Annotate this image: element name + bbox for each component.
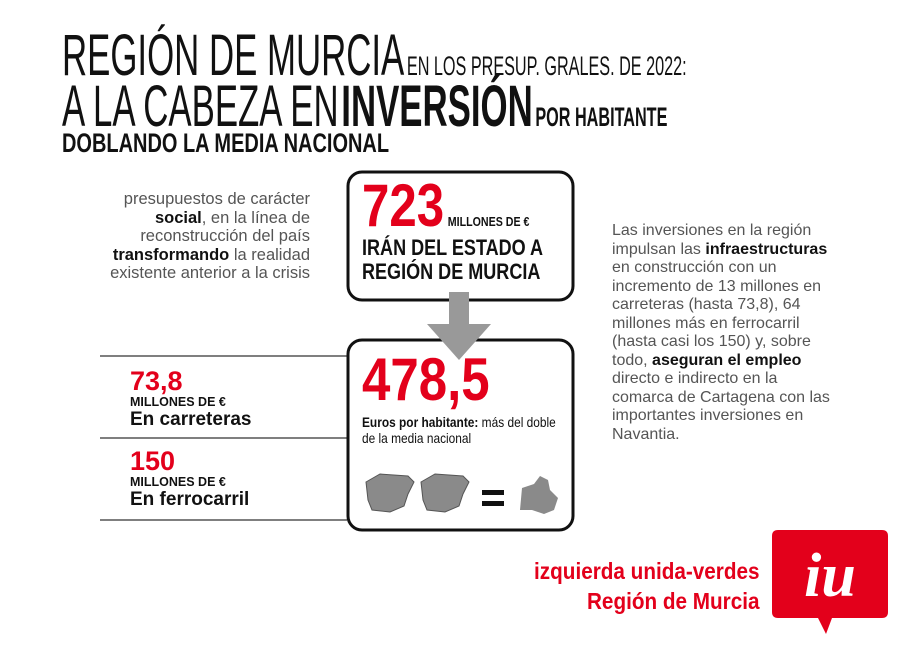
details-text: en construcción con un incremento de 13 …	[612, 259, 822, 369]
intro-bold: transformando	[112, 245, 230, 264]
stat-label: En carreteras	[130, 409, 252, 430]
title-line: REGIÓN DE MURCIA EN LOS PRESUP. GRALES. …	[62, 27, 687, 85]
title-sub: EN LOS PRESUP. GRALES. DE 2022:	[406, 51, 687, 81]
title-line: A LA CABEZA EN INVERSIÓN POR HABITANTE	[62, 78, 667, 136]
stat-unit: MILLONES DE €	[130, 475, 226, 489]
intro-text: la realidad existente anterior a la cris…	[110, 245, 310, 283]
equals-sign	[482, 501, 504, 506]
footer-region: Región de Murcia	[587, 588, 760, 614]
stat: 73,8 MILLONES DE € En carreteras	[130, 368, 251, 430]
intro-text: presupuestos de carácter	[123, 190, 310, 208]
details-bold: infraestructuras	[705, 240, 828, 258]
total-line: 723 MILLONES DE €	[362, 176, 529, 236]
title-main: REGIÓN DE MURCIA	[62, 23, 405, 88]
details-bold: aseguran el empleo	[652, 351, 802, 369]
stat-amount: 150	[130, 446, 176, 476]
stat-unit: MILLONES DE €	[130, 395, 226, 409]
details-text: directo e indirecto en la comarca de Car…	[612, 370, 830, 443]
per-capita-amount: 478,5	[362, 346, 490, 413]
per-capita-bold: Euros por habitante:	[362, 414, 479, 430]
total-text: IRÁN DEL ESTADO A REGIÓN DE MURCIA	[362, 235, 543, 284]
map-murcia	[520, 476, 558, 514]
logo-mark: iu	[804, 542, 856, 610]
map-spain	[365, 473, 415, 513]
intro: presupuestos de carácter social, en la l…	[70, 190, 310, 283]
equals-sign	[482, 490, 504, 495]
line2-light: A LA CABEZA EN	[62, 74, 339, 139]
stat: 150 MILLONES DE € En ferrocarril	[130, 448, 249, 510]
per-capita-text: Euros por habitante: más del doble de la…	[362, 414, 558, 446]
details-text: Las inversiones en la región impulsan la…	[612, 222, 812, 258]
total-unit: MILLONES DE €	[447, 214, 530, 229]
line2-small: POR HABITANTE	[535, 102, 668, 132]
total-amount: 723	[362, 172, 445, 239]
footer: izquierda unida-verdes Región de Murcia	[535, 556, 760, 616]
logo-shape	[772, 530, 888, 634]
intro-text: , en la línea de reconstrucción del país	[140, 208, 310, 246]
map-spain	[420, 473, 470, 513]
title-line3: DOBLANDO LA MEDIA NACIONAL	[62, 128, 390, 158]
per-capita-rest: más del doble de la media nacional	[362, 414, 556, 446]
line2-bold: INVERSIÓN	[341, 74, 533, 139]
intro-bold: social	[154, 208, 202, 227]
footer-org: izquierda unida-verdes	[534, 558, 760, 584]
arrow	[427, 292, 491, 360]
stat-label: En ferrocarril	[130, 489, 250, 510]
details: Las inversiones en la región impulsan la…	[612, 222, 842, 444]
stat-amount: 73,8	[130, 366, 183, 396]
